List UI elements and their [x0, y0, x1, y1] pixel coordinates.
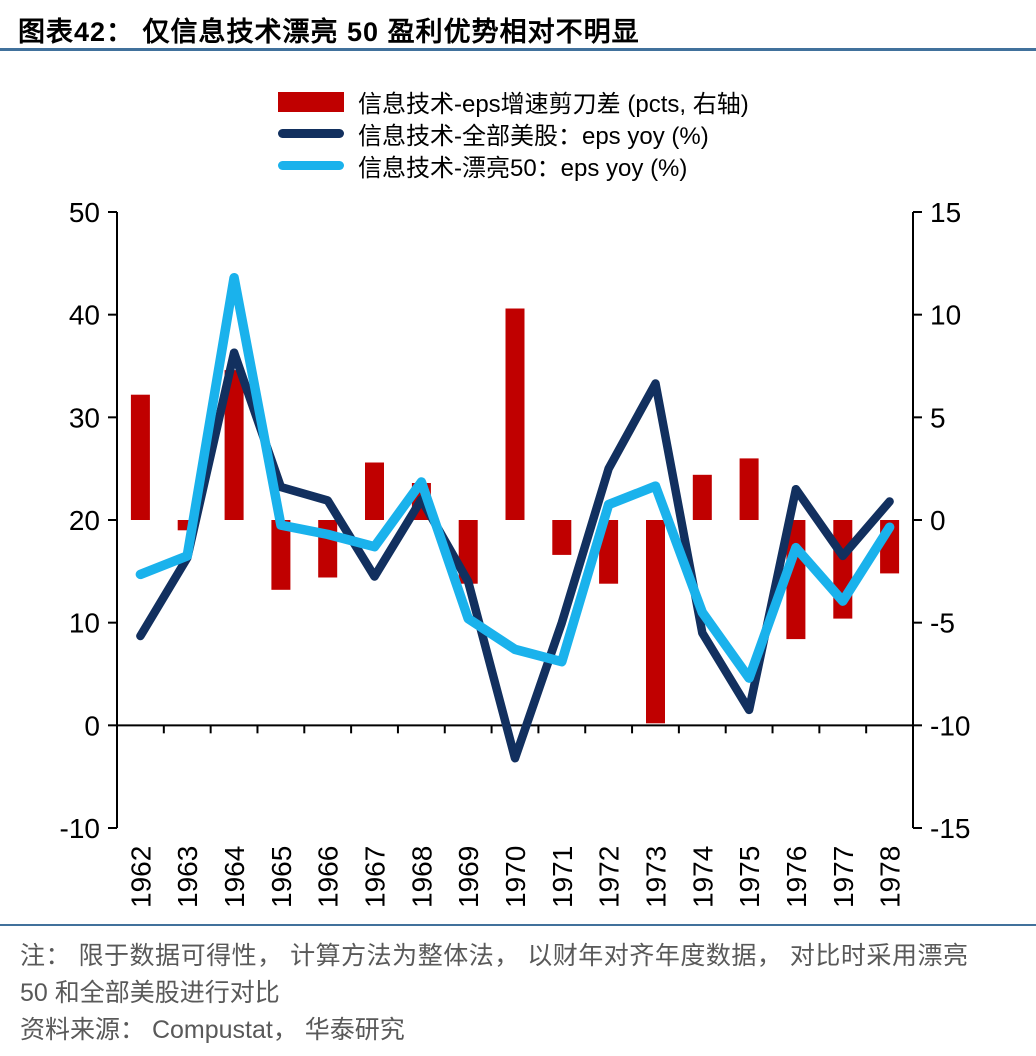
- x-axis-label: 1962: [125, 846, 156, 908]
- x-axis-label: 1963: [172, 846, 203, 908]
- legend-lightblue-line-swatch: [278, 161, 344, 170]
- bar-1975: [739, 458, 759, 520]
- right-axis-label: 15: [930, 197, 961, 228]
- right-axis-label: 10: [930, 300, 961, 331]
- footnotes: 注： 限于数据可得性， 计算方法为整体法， 以财年对齐年度数据， 对比时采用漂亮…: [20, 938, 968, 1049]
- legend-bar-swatch: [278, 91, 344, 112]
- note-text: 注： 限于数据可得性， 计算方法为整体法， 以财年对齐年度数据， 对比时采用漂亮…: [20, 942, 968, 1007]
- right-axis-label: 0: [930, 505, 946, 536]
- bar-1974: [692, 474, 712, 520]
- left-axis-label: -10: [60, 813, 100, 844]
- legend-label: 信息技术-漂亮50：eps yoy (%): [358, 155, 688, 182]
- chart-legend: 信息技术-eps增速剪刀差 (pcts, 右轴) 信息技术-全部美股：eps y…: [278, 88, 749, 182]
- x-axis-label: 1965: [266, 846, 297, 908]
- right-axis-label: 5: [930, 402, 946, 433]
- bar-1964: [224, 370, 244, 520]
- bar-1962: [130, 394, 150, 520]
- x-axis-label: 1978: [875, 846, 906, 908]
- legend-navy-line-swatch: [278, 129, 344, 138]
- x-axis-label: 1972: [594, 846, 625, 908]
- title-divider: [0, 48, 1036, 51]
- left-axis-label: 20: [69, 505, 100, 536]
- x-axis-label: 1977: [828, 846, 859, 908]
- x-axis-label: 1976: [781, 846, 812, 908]
- x-axis-label: 1974: [687, 846, 718, 908]
- legend-item-bar: 信息技术-eps增速剪刀差 (pcts, 右轴): [278, 88, 749, 118]
- line-series-1: [135, 272, 895, 683]
- left-axis-label: 30: [69, 402, 100, 433]
- right-axis-label: -10: [930, 710, 970, 741]
- bar-1963: [177, 520, 197, 531]
- left-axis-label: 40: [69, 300, 100, 331]
- legend-item-line-all-us: 信息技术-全部美股：eps yoy (%): [278, 120, 749, 150]
- x-axis-label: 1970: [500, 846, 531, 908]
- right-axis-label: -15: [930, 813, 970, 844]
- left-axis-label: 0: [84, 710, 100, 741]
- x-axis-label: 1967: [360, 846, 391, 908]
- legend-label: 信息技术-全部美股：eps yoy (%): [358, 123, 709, 150]
- axes: [108, 211, 922, 829]
- x-axis-label: 1971: [547, 846, 578, 908]
- x-axis-label: 1968: [406, 846, 437, 908]
- left-axis-label: 50: [69, 197, 100, 228]
- footer-divider: [0, 924, 1036, 926]
- right-axis-label: -5: [930, 608, 955, 639]
- bar-1970: [505, 308, 525, 520]
- bar-series: [130, 308, 900, 724]
- x-axis-label: 1973: [641, 846, 672, 908]
- x-axis-label: 1969: [453, 846, 484, 908]
- bar-1967: [365, 462, 384, 520]
- bar-1971: [552, 520, 572, 555]
- x-axis-label: 1964: [219, 846, 250, 908]
- x-axis-label: 1966: [313, 846, 344, 908]
- left-axis-label: 10: [69, 608, 100, 639]
- chart-title: 图表42： 仅信息技术漂亮 50 盈利优势相对不明显: [18, 17, 640, 47]
- bar-1973: [646, 520, 665, 724]
- legend-label: 信息技术-eps增速剪刀差 (pcts, 右轴): [358, 91, 749, 118]
- legend-item-line-nifty50: 信息技术-漂亮50：eps yoy (%): [278, 152, 749, 182]
- source-text: 资料来源： Compustat， 华泰研究: [20, 1016, 405, 1044]
- x-axis-label: 1975: [734, 846, 765, 908]
- bar-1965: [271, 520, 291, 590]
